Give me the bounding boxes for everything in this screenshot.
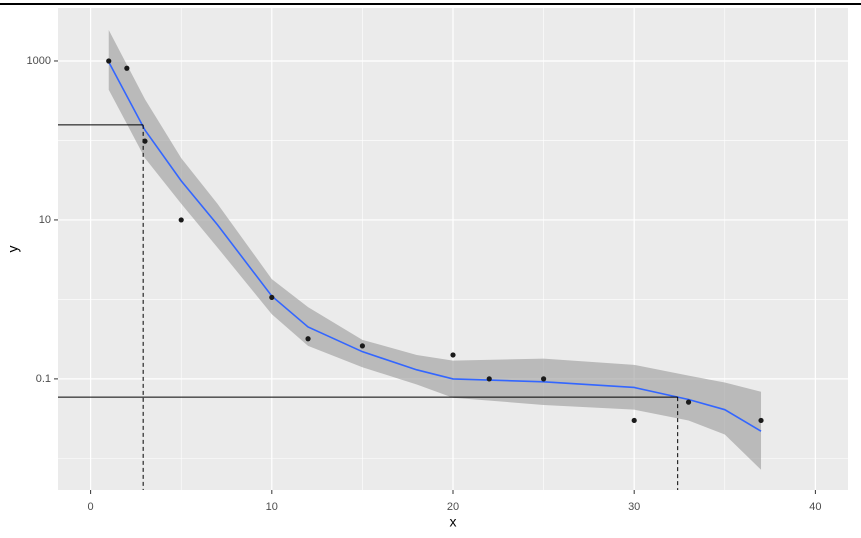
x-tick-label: 20 xyxy=(447,501,459,513)
data-point xyxy=(124,65,130,71)
x-tick-label: 40 xyxy=(809,501,821,513)
data-point xyxy=(685,399,692,405)
x-tick-label: 30 xyxy=(628,501,640,513)
data-point xyxy=(450,352,456,358)
smooth-line xyxy=(108,61,762,432)
data-point xyxy=(540,376,547,382)
data-point xyxy=(758,417,764,424)
y-tick-label: 0.1 xyxy=(36,373,51,385)
y-tick-label: 10 xyxy=(39,214,51,226)
data-point xyxy=(631,417,637,424)
data-point xyxy=(486,376,492,382)
x-tick-label: 0 xyxy=(88,501,94,513)
data-point xyxy=(142,138,148,144)
confidence-band xyxy=(108,30,762,470)
x-tick-label: 10 xyxy=(266,501,278,513)
data-point xyxy=(359,343,366,349)
x-axis-title: x xyxy=(450,514,457,530)
marks xyxy=(58,30,764,490)
y-tick-label: 1000 xyxy=(27,55,51,67)
data-point xyxy=(305,336,311,342)
data-point xyxy=(178,217,184,223)
data-point xyxy=(269,294,275,301)
data-point xyxy=(106,58,112,64)
y-axis-title: y xyxy=(5,246,21,253)
